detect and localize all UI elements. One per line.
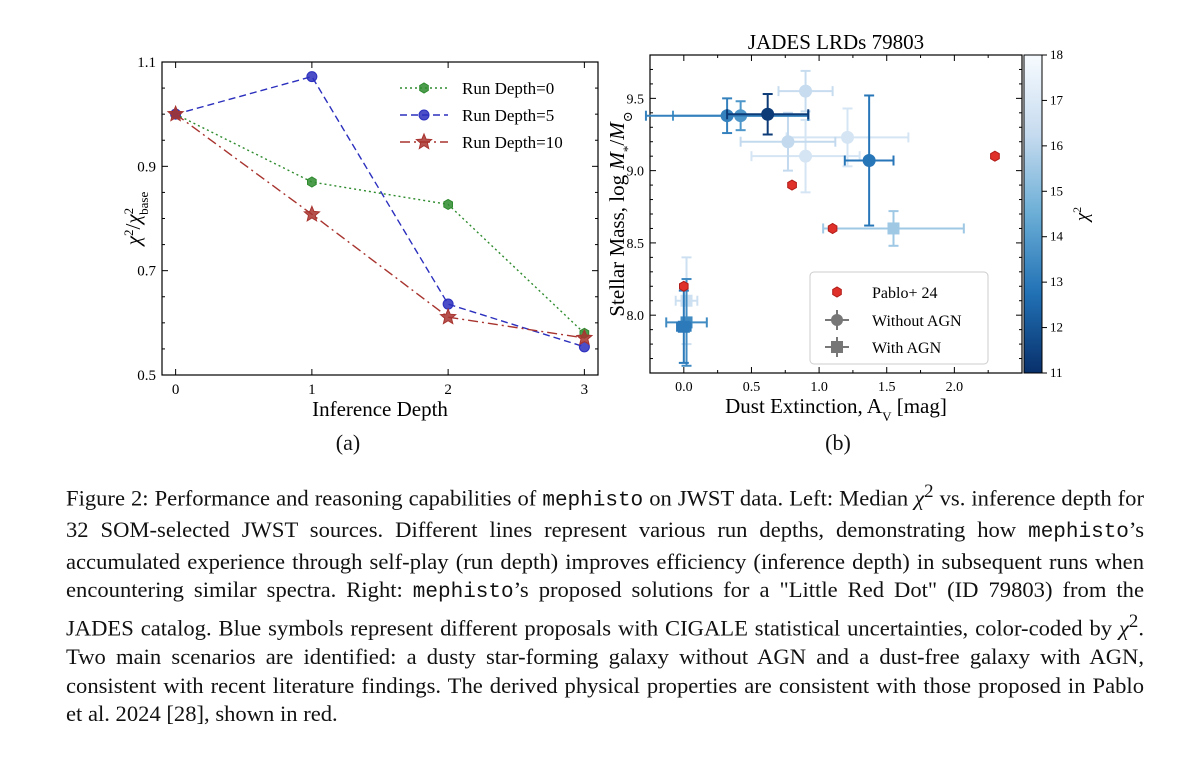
colorbar-tick-label: 15 <box>1050 183 1063 198</box>
series-point-2 <box>303 204 321 222</box>
caption-chi: χ <box>914 485 925 511</box>
scatter-chart-jades-lrd: JADES LRDs 79803 0.0 0.5 1.0 1.5 2.0 8.0 8.5 9.0… <box>605 30 1093 424</box>
y-axis-label: χ2/χ2base <box>121 192 151 248</box>
caption-text: Performance and reasoning capabilities o… <box>148 485 543 511</box>
subcaption-a: (a) <box>335 430 361 455</box>
colorbar-tick-label: 17 <box>1050 92 1064 107</box>
legend-label: With AGN <box>872 340 942 357</box>
caption-sup: 2 <box>1128 610 1139 632</box>
caption-text: ’s proposed solutions for a "Little Red … <box>66 577 1144 641</box>
y-tick-label: 0.5 <box>137 368 156 384</box>
colorbar-tick-label: 16 <box>1050 138 1064 153</box>
subcaption-b: (b) <box>825 430 851 455</box>
colorbar-tick-label: 11 <box>1050 365 1063 380</box>
series-point-1 <box>306 71 318 83</box>
without-agn-point <box>862 154 876 168</box>
without-agn-point <box>799 84 813 98</box>
without-agn-point <box>840 130 854 144</box>
line-chart-inference-depth: 0 1 2 3 0.5 0.7 0.9 1.1 Inference Depth χ2/χ2base… <box>121 55 599 421</box>
caption-code: mephisto <box>542 489 644 513</box>
with-agn-point <box>677 320 690 333</box>
colorbar-label: χ2 <box>1070 207 1093 223</box>
x-axis-label: Dust Extinction, AV [mag] <box>725 394 947 424</box>
series-line-2 <box>175 113 585 339</box>
x-tick-label: 2 <box>444 382 452 398</box>
series-line-0 <box>175 113 585 334</box>
legend-marker <box>419 82 429 94</box>
caption-text: . Two main scenarios are identified: a d… <box>66 615 1144 727</box>
series-line-1 <box>175 75 585 348</box>
legend-marker <box>418 109 430 121</box>
y-tick-label: 8.0 <box>627 309 645 324</box>
caption-sup: 2 <box>924 481 934 502</box>
series-point-2 <box>166 104 185 122</box>
y-axis-label: Stellar Mass, log M*/M⊙ <box>605 111 635 316</box>
colorbar-tick-label: 12 <box>1050 320 1063 335</box>
x-tick-label: 3 <box>581 382 589 398</box>
legend-label: Run Depth=0 <box>462 79 554 98</box>
y-tick-label: 0.9 <box>137 159 156 175</box>
legend-marker-pablo <box>832 286 842 298</box>
legend-label: Run Depth=5 <box>462 106 554 125</box>
without-agn-point <box>761 107 775 121</box>
chart-title: JADES LRDs 79803 <box>748 30 924 54</box>
colorbar-tick-label: 13 <box>1050 274 1063 289</box>
caption-text: on JWST data. Left: Median <box>643 485 915 511</box>
caption-code: mephisto <box>412 581 514 605</box>
caption-label: Figure 2: <box>66 485 149 511</box>
y-tick-label: 9.0 <box>627 165 645 180</box>
without-agn-point <box>781 135 795 149</box>
x-axis-label: Inference Depth <box>312 397 448 421</box>
pablo-point <box>827 222 838 235</box>
caption-code: mephisto <box>1028 521 1129 545</box>
colorbar <box>1023 54 1043 374</box>
x-tick-label: 0.5 <box>743 380 761 395</box>
x-tick-label: 1.5 <box>878 380 896 395</box>
legend-label: Without AGN <box>872 313 962 330</box>
pablo-point <box>990 150 1000 162</box>
y-tick-label: 1.1 <box>137 55 156 71</box>
caption-text: ’s accumulated experience through self-p… <box>66 517 1144 603</box>
series-point-0 <box>443 198 453 210</box>
series-point-1 <box>442 298 454 310</box>
x-tick-label: 0.0 <box>675 380 693 395</box>
series-point-2 <box>439 307 457 325</box>
caption-text: vs. inference depth for 32 SOM-selected … <box>66 485 1144 543</box>
without-agn-point <box>799 149 813 163</box>
legend-marker-without-agn <box>831 314 843 326</box>
series-point-0 <box>307 176 317 188</box>
x-tick-label: 1.0 <box>810 380 828 395</box>
with-agn-point <box>887 222 900 235</box>
y-tick-label: 0.7 <box>137 264 156 280</box>
legend-box <box>809 271 989 365</box>
x-tick-label: 0 <box>172 382 180 398</box>
y-tick-label: 9.5 <box>627 92 645 107</box>
legend-marker-with-agn <box>831 341 843 353</box>
y-tick-label: 8.5 <box>627 237 645 252</box>
colorbar-tick-label: 18 <box>1050 47 1063 62</box>
x-tick-label: 2.0 <box>946 380 964 395</box>
colorbar-tick-label: 14 <box>1050 229 1064 244</box>
series-point-2 <box>575 328 594 346</box>
x-tick-label: 1 <box>308 382 316 398</box>
legend-label: Run Depth=10 <box>462 133 563 152</box>
figure-caption: Figure 2: Performance and reasoning capa… <box>66 478 1144 729</box>
legend-label: Pablo+ 24 <box>872 285 937 302</box>
legend-marker <box>415 132 433 150</box>
caption-chi: χ <box>1118 615 1129 641</box>
pablo-point <box>679 280 689 292</box>
pablo-point <box>787 179 797 191</box>
